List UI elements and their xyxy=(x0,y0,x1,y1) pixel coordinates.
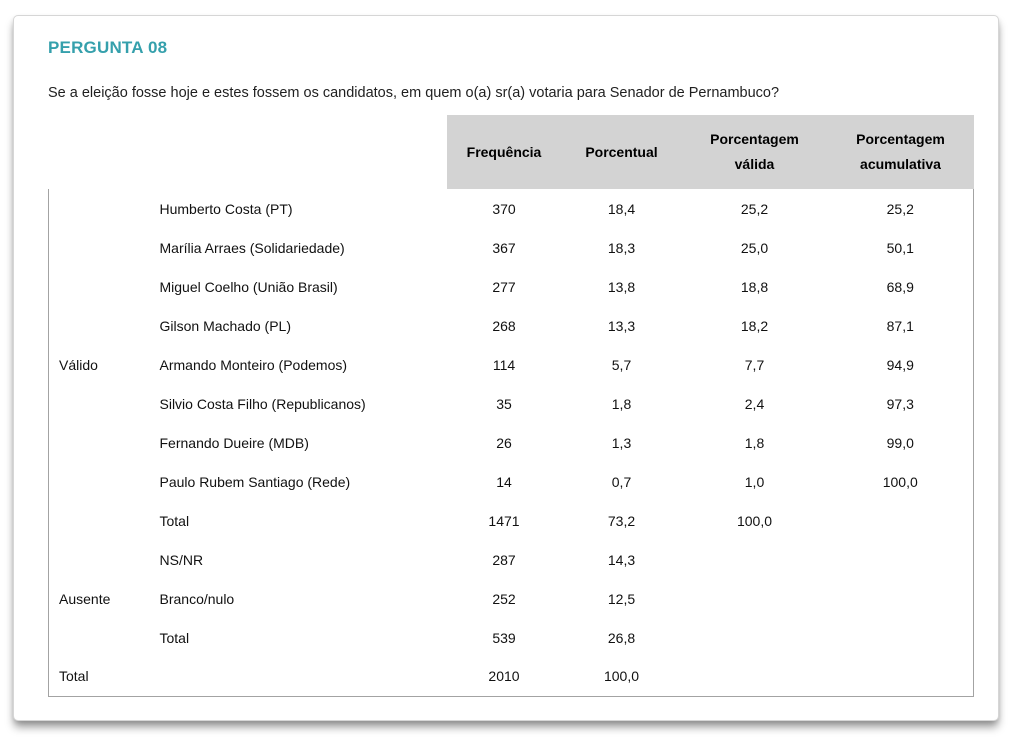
value-cell: 13,8 xyxy=(561,267,682,306)
column-header: Porcentual xyxy=(561,115,682,189)
table-row: Fernando Dueire (MDB) 26 1,3 1,8 99,0 xyxy=(49,423,974,462)
report-card: PERGUNTA 08 Se a eleição fosse hoje e es… xyxy=(13,15,999,721)
table-row: Silvio Costa Filho (Republicanos) 35 1,8 2,… xyxy=(49,384,974,423)
value-cell: 277 xyxy=(446,267,562,306)
row-label-cell: Fernando Dueire (MDB) xyxy=(149,423,447,462)
row-label-cell: Humberto Costa (PT) xyxy=(149,189,447,228)
row-label-cell: Paulo Rubem Santiago (Rede) xyxy=(149,462,447,501)
group-label-cell: Válido xyxy=(48,189,150,540)
value-cell xyxy=(681,657,828,697)
value-cell: 100,0 xyxy=(827,462,974,501)
value-cell: 18,4 xyxy=(561,189,682,228)
row-label-cell: Miguel Coelho (União Brasil) xyxy=(149,267,447,306)
value-cell: 1,8 xyxy=(681,423,828,462)
grand-total-row: Total 2010 100,0 xyxy=(48,657,974,697)
value-cell: 18,8 xyxy=(681,267,828,306)
row-label-cell: Branco/nulo xyxy=(149,579,447,618)
value-cell: 100,0 xyxy=(561,657,682,697)
value-cell: 539 xyxy=(446,618,562,657)
value-cell xyxy=(681,618,828,657)
table-row: Branco/nulo 252 12,5 xyxy=(49,579,974,618)
value-cell: 1,0 xyxy=(681,462,828,501)
value-cell: 2,4 xyxy=(681,384,828,423)
table-row: Paulo Rubem Santiago (Rede) 14 0,7 1,0 100,0 xyxy=(49,462,974,501)
value-cell: 252 xyxy=(446,579,562,618)
column-header: Frequência xyxy=(446,115,562,189)
table-row: Válido Humberto Costa (PT) 370 18,4 25,2 25,2 xyxy=(48,189,974,540)
page-title: PERGUNTA 08 xyxy=(48,38,168,57)
value-cell xyxy=(827,618,974,657)
table-row: Marília Arraes (Solidariedade) 367 18,3 25,… xyxy=(49,228,974,267)
table-body: Válido Humberto Costa (PT) 370 18,4 25,2 25,2… xyxy=(48,189,974,697)
value-cell: 26 xyxy=(446,423,562,462)
table-row: Miguel Coelho (União Brasil) 277 13,8 18,8 6… xyxy=(49,267,974,306)
value-cell: 97,3 xyxy=(827,384,974,423)
header-corner-cell xyxy=(49,115,150,189)
value-cell: 25,0 xyxy=(681,228,828,267)
value-cell: 50,1 xyxy=(827,228,974,267)
value-cell: 73,2 xyxy=(561,501,682,540)
table-row: Armando Monteiro (Podemos) 114 5,7 7,7 94,9 xyxy=(49,345,974,384)
header-corner-cell xyxy=(150,115,447,189)
value-cell: 287 xyxy=(446,540,562,579)
value-cell: 114 xyxy=(446,345,562,384)
grand-total-label-cell: Total xyxy=(48,657,447,697)
value-cell: 18,3 xyxy=(561,228,682,267)
row-label-cell: Total xyxy=(149,501,447,540)
value-cell: 25,2 xyxy=(827,189,974,228)
results-table: Frequência Porcentual Porcentagem válida Po… xyxy=(48,115,974,697)
row-label-cell: Total xyxy=(149,618,447,657)
value-cell xyxy=(827,657,974,697)
value-cell: 12,5 xyxy=(561,579,682,618)
value-cell xyxy=(827,501,974,540)
column-header: Porcentagem válida xyxy=(681,115,828,189)
row-label-cell: Marília Arraes (Solidariedade) xyxy=(149,228,447,267)
value-cell: 2010 xyxy=(446,657,562,697)
value-cell: 0,7 xyxy=(561,462,682,501)
value-cell: 87,1 xyxy=(827,306,974,345)
value-cell: 100,0 xyxy=(681,501,828,540)
value-cell: 7,7 xyxy=(681,345,828,384)
value-cell: 13,3 xyxy=(561,306,682,345)
value-cell: 68,9 xyxy=(827,267,974,306)
row-label-cell: Gilson Machado (PL) xyxy=(149,306,447,345)
value-cell: 35 xyxy=(446,384,562,423)
table-row: Gilson Machado (PL) 268 13,3 18,2 87,1 xyxy=(49,306,974,345)
group-label-cell: Ausente xyxy=(48,540,150,657)
value-cell: 1471 xyxy=(446,501,562,540)
value-cell: 14,3 xyxy=(561,540,682,579)
value-cell xyxy=(827,579,974,618)
column-header: Porcentagem acumulativa xyxy=(827,115,974,189)
value-cell: 99,0 xyxy=(827,423,974,462)
value-cell: 268 xyxy=(446,306,562,345)
value-cell xyxy=(681,579,828,618)
header-row: Frequência Porcentual Porcentagem válida Po… xyxy=(49,115,974,189)
report-content: PERGUNTA 08 Se a eleição fosse hoje e es… xyxy=(14,16,998,697)
value-cell: 25,2 xyxy=(681,189,828,228)
table-head: Frequência Porcentual Porcentagem válida Po… xyxy=(49,115,974,189)
table-row: Ausente NS/NR 287 14,3 xyxy=(48,540,974,657)
table-row: Total 539 26,8 xyxy=(49,618,974,657)
row-label-cell: NS/NR xyxy=(149,540,447,579)
row-label-cell: Silvio Costa Filho (Republicanos) xyxy=(149,384,447,423)
value-cell: 14 xyxy=(446,462,562,501)
value-cell: 1,8 xyxy=(561,384,682,423)
row-label-cell: Armando Monteiro (Podemos) xyxy=(149,345,447,384)
value-cell: 370 xyxy=(446,189,562,228)
value-cell: 94,9 xyxy=(827,345,974,384)
value-cell: 26,8 xyxy=(561,618,682,657)
value-cell: 18,2 xyxy=(681,306,828,345)
value-cell: 5,7 xyxy=(561,345,682,384)
question-text: Se a eleição fosse hoje e estes fossem o… xyxy=(48,85,780,101)
value-cell: 367 xyxy=(446,228,562,267)
value-cell xyxy=(681,540,828,579)
value-cell: 1,3 xyxy=(561,423,682,462)
value-cell xyxy=(827,540,974,579)
table-row: Total 1471 73,2 100,0 xyxy=(49,501,974,540)
